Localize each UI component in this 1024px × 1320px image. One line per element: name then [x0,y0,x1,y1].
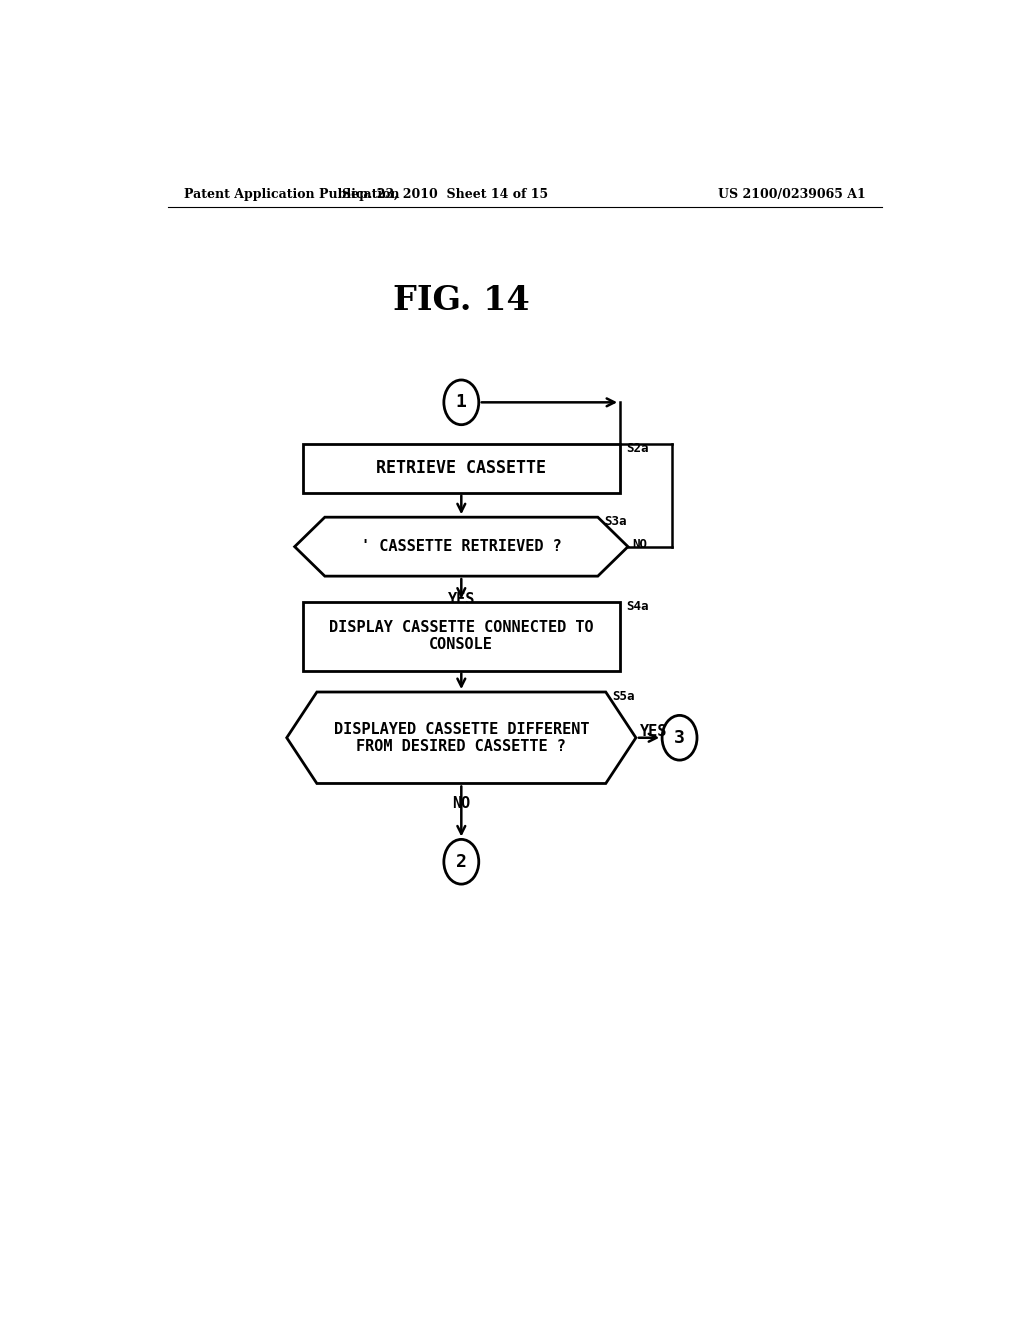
Text: US 2100/0239065 A1: US 2100/0239065 A1 [718,189,866,202]
Text: YES: YES [447,593,475,607]
Text: NO: NO [632,537,647,550]
Text: RETRIEVE CASSETTE: RETRIEVE CASSETTE [376,459,547,478]
FancyBboxPatch shape [303,444,620,492]
Text: DISPLAY CASSETTE CONNECTED TO
CONSOLE: DISPLAY CASSETTE CONNECTED TO CONSOLE [329,620,594,652]
Text: FIG. 14: FIG. 14 [393,284,529,317]
Text: S5a: S5a [612,690,635,704]
Text: 2: 2 [456,853,467,871]
Text: S4a: S4a [627,599,649,612]
Text: DISPLAYED CASSETTE DIFFERENT
FROM DESIRED CASSETTE ?: DISPLAYED CASSETTE DIFFERENT FROM DESIRE… [334,722,589,754]
FancyBboxPatch shape [303,602,620,671]
Text: 3: 3 [674,729,685,747]
Text: YES: YES [640,725,668,739]
Text: 1: 1 [456,393,467,412]
Text: Sep. 23, 2010  Sheet 14 of 15: Sep. 23, 2010 Sheet 14 of 15 [342,189,549,202]
Text: S2a: S2a [627,442,649,455]
Text: ' CASSETTE RETRIEVED ?: ' CASSETTE RETRIEVED ? [360,539,562,554]
Text: NO: NO [453,796,470,810]
Text: Patent Application Publication: Patent Application Publication [183,189,399,202]
Text: S3a: S3a [604,515,627,528]
